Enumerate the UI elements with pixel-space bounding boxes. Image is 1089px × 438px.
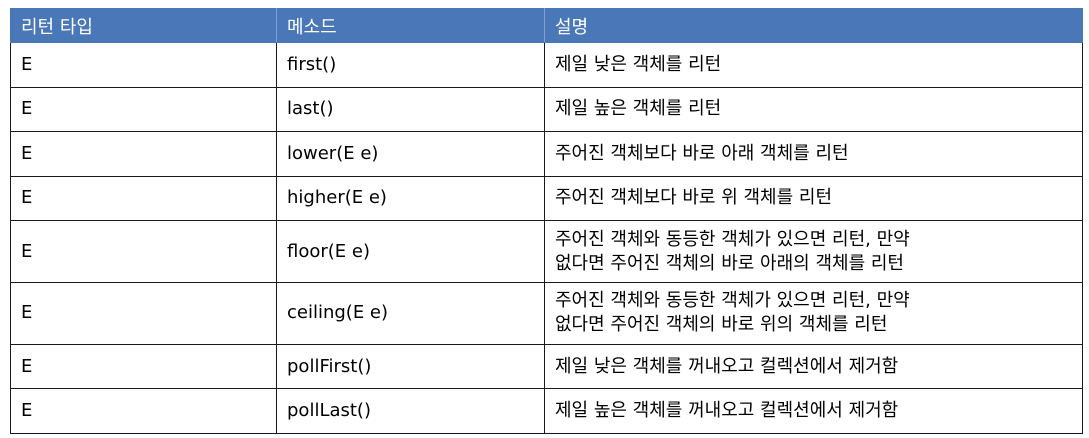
description-line: 없다면 주어진 객체의 바로 위의 객체를 리턴 [555,314,888,336]
description-line: 주어진 객체보다 바로 위 객체를 리턴 [555,187,833,209]
return-type-cell: E [10,86,277,133]
method-cell: floor(E e) [276,220,545,283]
description-line: 제일 낮은 객체를 꺼내오고 컬렉션에서 제거함 [555,355,899,377]
description-line: 제일 높은 객체를 리턴 [555,98,722,120]
description-cell: 주어진 객체와 동등한 객체가 있으면 리턴, 만약 없다면 주어진 객체의 바로… [544,220,1083,283]
return-type-cell: E [10,343,277,390]
method-cell: last() [276,86,545,133]
header-return-type: 리턴 타입 [10,8,277,43]
return-type-cell: E [10,220,277,283]
return-type-cell: E [10,388,277,434]
method-cell: pollFirst() [276,343,545,390]
description-cell: 주어진 객체보다 바로 아래 객체를 리턴 [544,131,1083,177]
description-cell: 제일 높은 객체를 꺼내오고 컬렉션에서 제거함 [544,388,1083,434]
method-cell: higher(E e) [276,175,545,222]
description-cell: 제일 낮은 객체를 꺼내오고 컬렉션에서 제거함 [544,343,1083,390]
description-line: 주어진 객체와 동등한 객체가 있으면 리턴, 만약 [555,228,910,250]
return-type-cell: E [10,42,277,88]
description-line: 제일 높은 객체를 꺼내오고 컬렉션에서 제거함 [555,400,899,422]
description-cell: 주어진 객체보다 바로 위 객체를 리턴 [544,175,1083,222]
header-method: 메소드 [276,8,545,43]
method-cell: ceiling(E e) [276,281,545,345]
description-cell: 주어진 객체와 동등한 객체가 있으면 리턴, 만약 없다면 주어진 객체의 바로… [544,281,1083,345]
description-cell: 제일 높은 객체를 리턴 [544,86,1083,133]
description-line: 주어진 객체와 동등한 객체가 있으면 리턴, 만약 [555,290,910,312]
header-description: 설명 [544,8,1083,43]
description-line: 주어진 객체보다 바로 아래 객체를 리턴 [555,142,849,164]
description-cell: 제일 낮은 객체를 리턴 [544,42,1083,88]
description-line: 없다면 주어진 객체의 바로 아래의 객체를 리턴 [555,252,904,274]
return-type-cell: E [10,281,277,345]
method-cell: pollLast() [276,388,545,434]
header-row: 리턴 타입 메소드 설명 [10,8,1083,43]
description-line: 제일 낮은 객체를 리턴 [555,53,722,75]
method-cell: lower(E e) [276,131,545,177]
return-type-cell: E [10,175,277,222]
method-cell: first() [276,42,545,88]
return-type-cell: E [10,131,277,177]
